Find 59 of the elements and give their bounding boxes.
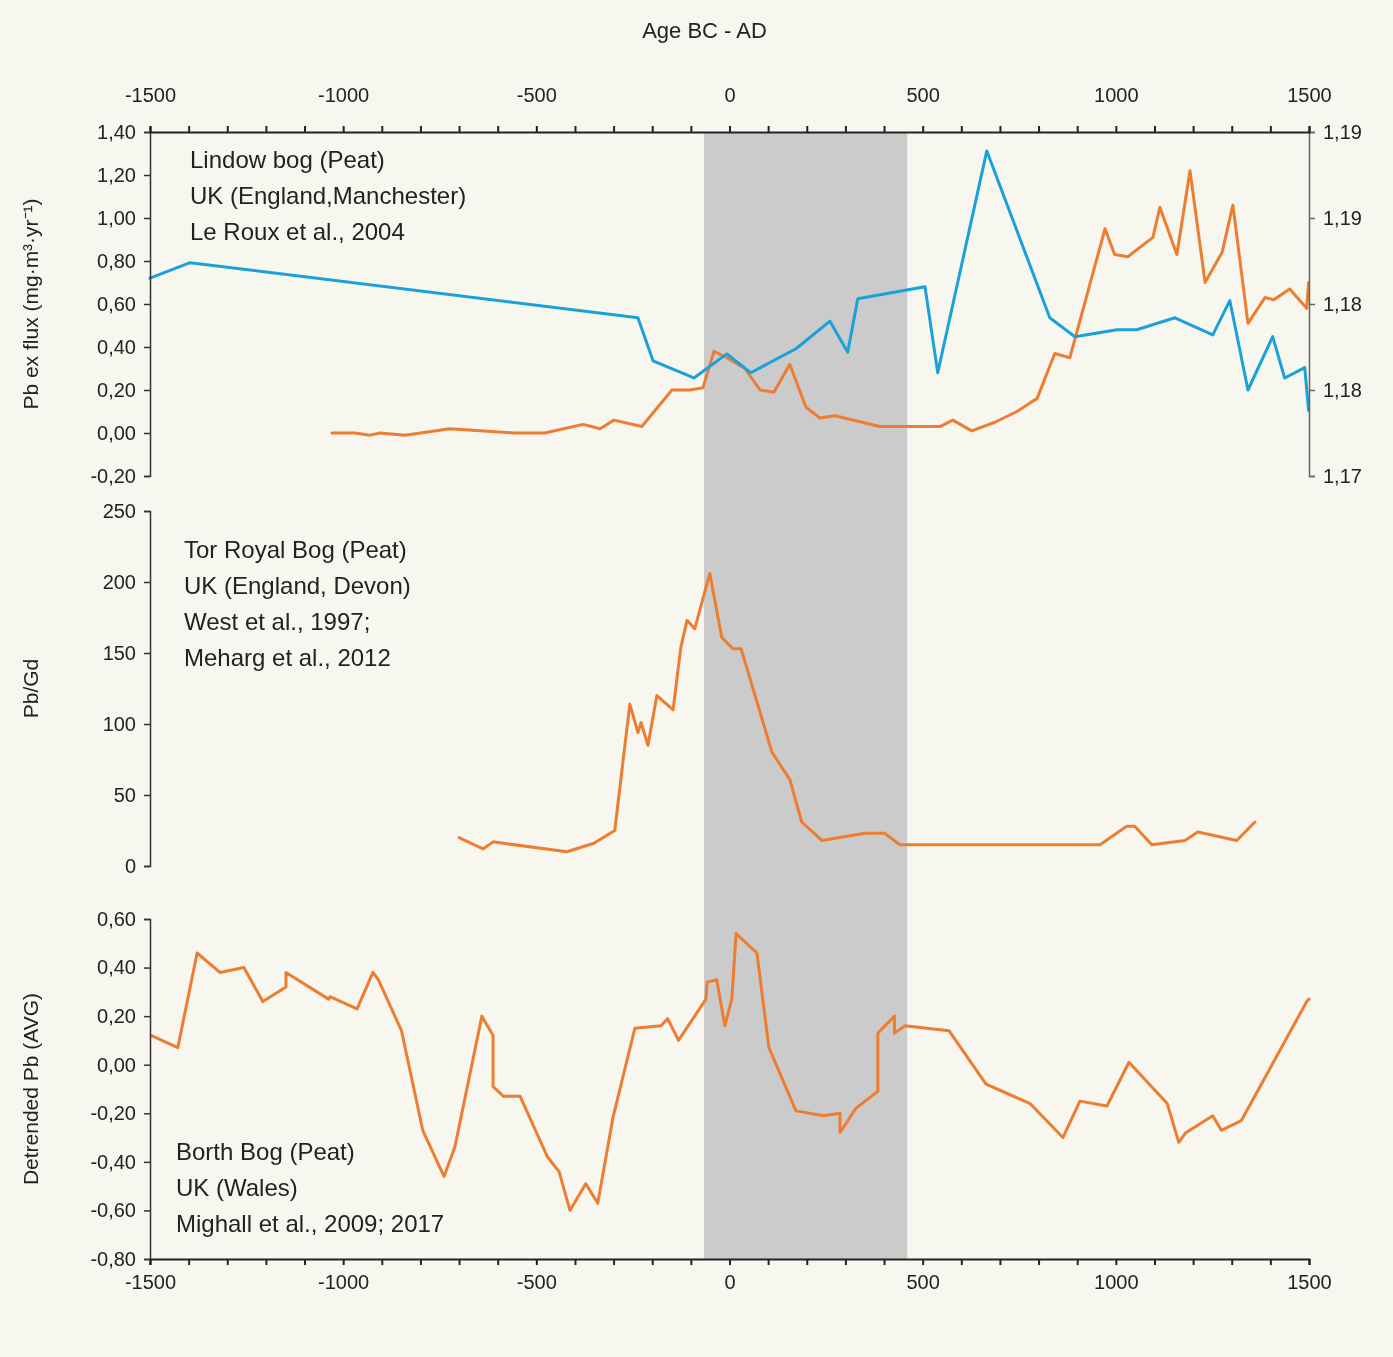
x2-tick-label: 500 bbox=[906, 84, 940, 106]
y-axis-title: Pb/Gd bbox=[19, 658, 42, 719]
y-tick-label: 0,20 bbox=[97, 378, 136, 401]
annotation: UK (England,Manchester) bbox=[190, 182, 467, 209]
y-tick-label: -0,40 bbox=[90, 1150, 136, 1173]
x2-tick-label: -1000 bbox=[318, 84, 370, 106]
line-series bbox=[457, 571, 1257, 854]
y-tick-label: 1,00 bbox=[97, 206, 136, 229]
y-tick-label: 200 bbox=[102, 570, 136, 593]
y-tick-label: 0 bbox=[124, 854, 136, 877]
annotation: Le Roux et al., 2004 bbox=[190, 218, 405, 245]
x2-tick-label: -1500 bbox=[124, 84, 177, 106]
x2-axis-title: Age BC - AD bbox=[642, 18, 767, 43]
x-tick-label: 500 bbox=[906, 1271, 940, 1294]
x2-tick-label: 1000 bbox=[1094, 84, 1139, 106]
annotation: Borth Bog (Peat) bbox=[176, 1138, 355, 1165]
y-tick-label: -0,80 bbox=[90, 1247, 136, 1270]
y-tick-label: 0,20 bbox=[97, 1005, 136, 1028]
y2-tick-label: 1,18 bbox=[1323, 378, 1362, 401]
x2-tick-label: 0 bbox=[724, 84, 736, 106]
y-tick-label: 0,60 bbox=[97, 907, 136, 930]
y-axis-title: Pb ex flux (mg·m³·yr⁻¹) bbox=[19, 198, 42, 410]
y-tick-label: 0,00 bbox=[97, 421, 136, 444]
y-tick-label: 0,00 bbox=[97, 1053, 136, 1076]
y-tick-label: 100 bbox=[102, 712, 136, 735]
y-tick-label: 0,40 bbox=[97, 335, 136, 358]
annotation: West et al., 1997; bbox=[184, 608, 371, 635]
line-series bbox=[148, 149, 1311, 413]
y-tick-label: 50 bbox=[113, 783, 136, 806]
y-tick-label: -0,60 bbox=[90, 1199, 136, 1222]
y-tick-label: 0,80 bbox=[97, 249, 136, 272]
x-tick-label: -500 bbox=[516, 1271, 557, 1294]
line-series bbox=[150, 932, 1311, 1212]
y-tick-label: 150 bbox=[102, 641, 136, 664]
y2-tick-label: 1,19 bbox=[1323, 206, 1362, 229]
annotation: Meharg et al., 2012 bbox=[184, 644, 391, 671]
x-tick-label: 1500 bbox=[1287, 1271, 1332, 1294]
x-tick-label: 0 bbox=[724, 1271, 736, 1294]
y-tick-label: 1,40 bbox=[97, 120, 136, 143]
x2-tick-label: -500 bbox=[516, 84, 557, 106]
y-tick-label: -0,20 bbox=[90, 464, 136, 487]
y2-tick-label: 1,18 bbox=[1323, 292, 1362, 315]
y2-tick-label: 1,19 bbox=[1323, 120, 1362, 143]
y-tick-label: 0,60 bbox=[97, 292, 136, 315]
annotation: UK (Wales) bbox=[176, 1174, 298, 1201]
annotation: Mighall et al., 2009; 2017 bbox=[176, 1210, 445, 1237]
y-tick-label: -0,20 bbox=[90, 1102, 136, 1125]
x-tick-label: 1000 bbox=[1094, 1271, 1139, 1294]
annotation: Lindow bog (Peat) bbox=[190, 146, 385, 173]
x-tick-label: -1000 bbox=[318, 1271, 370, 1294]
annotation: Tor Royal Bog (Peat) bbox=[184, 536, 407, 563]
y-tick-label: 1,20 bbox=[97, 163, 136, 186]
annotation: UK (England, Devon) bbox=[184, 572, 411, 599]
x2-tick-label: 1500 bbox=[1287, 84, 1332, 106]
x-tick-label: -1500 bbox=[124, 1271, 177, 1294]
y-axis-title: Detrended Pb (AVG) bbox=[19, 992, 42, 1186]
y-tick-label: 250 bbox=[102, 499, 136, 522]
y-tick-label: 0,40 bbox=[97, 956, 136, 979]
y2-tick-label: 1,17 bbox=[1323, 464, 1362, 487]
